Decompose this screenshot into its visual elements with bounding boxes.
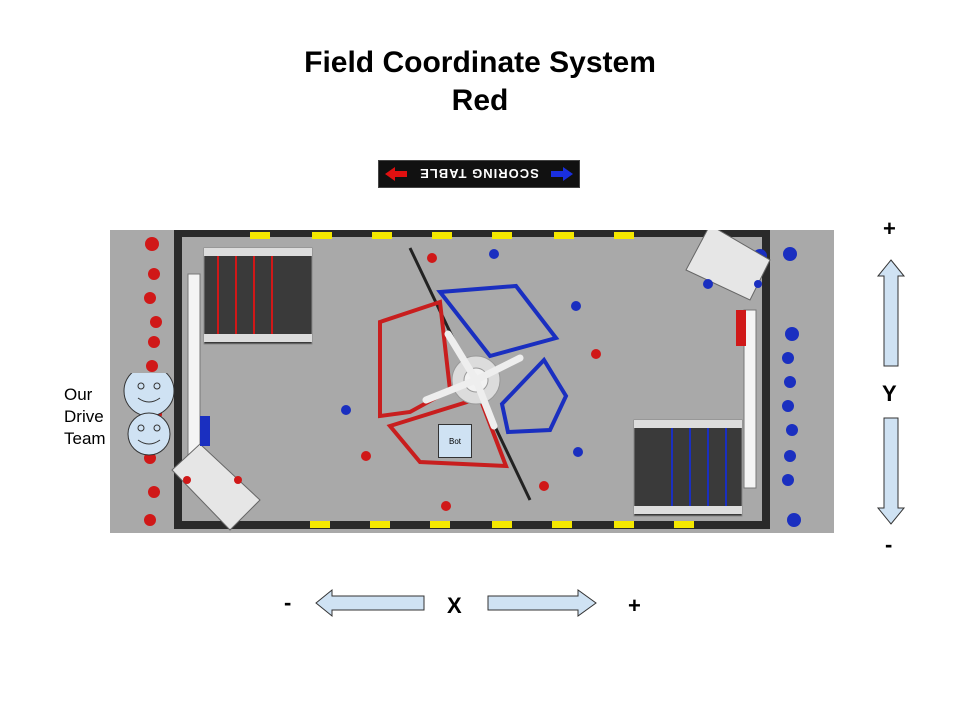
blue-ball [754,280,762,288]
bot-marker: Bot [438,424,472,458]
scoring-table-sign: SCORING TABLE [378,160,580,188]
blue-platform-lines [671,424,727,512]
right-arrow-icon [487,589,597,617]
x-axis-label: X [447,593,462,618]
smiley-icon [123,373,175,417]
field-drawing [110,230,834,533]
y-axis-minus: - [885,532,893,557]
blue-rail [743,309,757,489]
x-axis-minus: - [284,590,292,615]
drive-team-faces [123,373,175,456]
blue-zone-lower [499,356,569,435]
field-map [110,230,834,533]
red-ball [234,476,242,484]
blue-corner-ramp [685,230,771,301]
drive-team-label: Our Drive Team [64,385,106,448]
red-arrow-icon [385,167,407,181]
field-wall [174,230,770,529]
red-marker [736,310,746,346]
x-axis-plus: + [628,593,641,618]
left-arrow-icon [315,588,425,618]
red-platform-lines [217,252,273,340]
blue-balls-field [341,249,713,457]
red-balls-field [361,253,601,511]
y-axis-label: Y [882,381,897,406]
red-platform-edge-bottom [204,334,312,342]
scoring-table-label: SCORING TABLE [419,166,539,181]
page-title: Field Coordinate System [304,46,656,79]
blue-zone-upper [436,283,560,359]
red-corner-ramp [171,443,261,531]
red-rail [187,273,201,463]
bottom-tape-marks [310,521,694,528]
up-arrow-icon [876,259,906,367]
blue-platform-edge-bottom [634,506,742,514]
red-zone-lower [386,395,509,469]
red-platform-edge-top [204,248,312,256]
top-tape-marks [250,232,634,239]
red-ball [183,476,191,484]
blue-arrow-icon [551,167,573,181]
alliance-subtitle: Red [451,84,509,117]
blue-platform [633,419,743,517]
hub-arms [422,330,524,430]
down-arrow-icon [876,417,906,525]
smiley-icon [127,412,171,456]
red-platform [203,247,313,345]
blue-platform-edge-top [634,420,742,428]
y-axis-plus: + [883,216,896,241]
scoring-table-arrows [385,167,573,181]
blue-marker [200,416,210,446]
